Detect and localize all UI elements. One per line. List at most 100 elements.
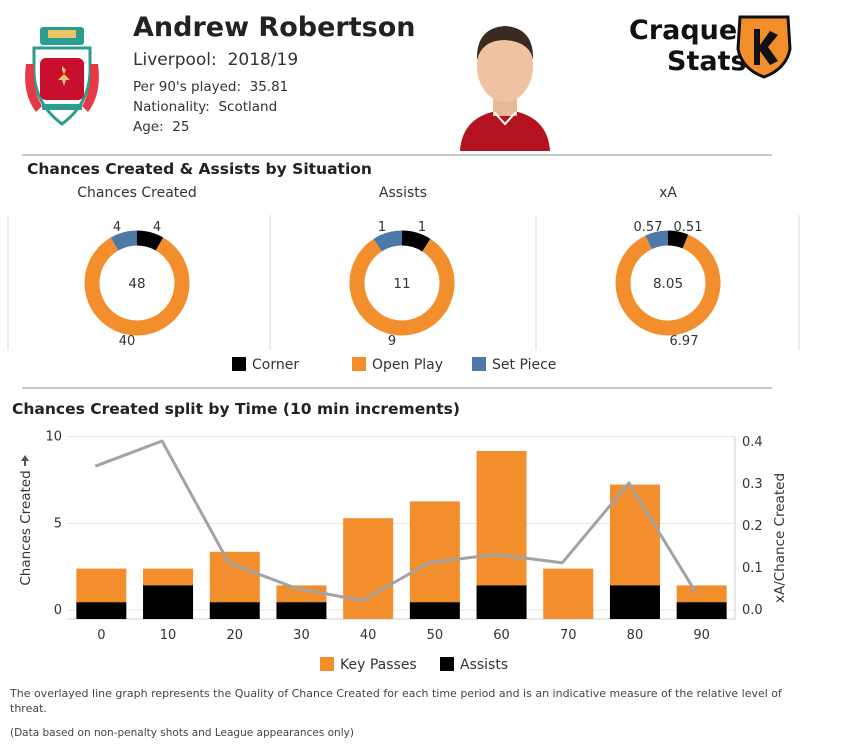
donut-title-assists: Assists <box>378 185 428 201</box>
per90-value: 35.81 <box>249 79 289 95</box>
player-photo <box>460 26 550 151</box>
y-tick-label: 10 <box>45 430 62 445</box>
divider-top <box>22 154 772 156</box>
bar-key-passes <box>209 551 260 603</box>
donut-total-label: 11 <box>393 276 410 292</box>
donut-label-open-play: 6.97 <box>670 334 699 349</box>
footnote-explanation: The overlayed line graph represents the … <box>10 687 782 715</box>
y2-tick-label: 0.2 <box>742 519 763 534</box>
x-tick-label: 80 <box>627 628 644 643</box>
brand-shield-logo <box>736 15 792 79</box>
club-name: Liverpool: <box>133 50 217 70</box>
player-name: Andrew Robertson <box>133 12 416 43</box>
bar-assists <box>276 602 327 619</box>
club-crest-logo <box>25 27 99 126</box>
donut-label-corner: 1 <box>418 220 426 235</box>
age-label: Age: <box>133 119 164 135</box>
donut-label-corner: 4 <box>153 220 161 235</box>
bar-assists <box>76 602 127 619</box>
legend-set-piece: Set Piece <box>472 357 556 373</box>
y-tick-label: 0 <box>54 603 62 618</box>
donut-total-label: 48 <box>128 276 145 292</box>
bar-assists <box>209 602 260 619</box>
bar-assists <box>609 585 660 619</box>
donut-slice-corner <box>136 230 164 251</box>
age-line: Age: 25 <box>133 119 189 135</box>
y2-tick-label: 0.1 <box>742 561 763 576</box>
legend-label-key-passes: Key Passes <box>340 657 417 673</box>
donut-slice-set-piece <box>645 230 669 250</box>
y2-axis-title: xA/Chance Created <box>772 473 788 603</box>
y-tick-label: 5 <box>54 516 62 531</box>
legend-label-set-piece: Set Piece <box>492 357 557 373</box>
bar-assists <box>409 602 460 619</box>
season-value: 2018/19 <box>227 50 299 70</box>
per90-label: Per 90's played: <box>133 79 242 95</box>
x-tick-label: 50 <box>427 628 444 643</box>
footnote-data-source: (Data based on non-penalty shots and Lea… <box>10 727 354 739</box>
legend-open-play: Open Play <box>352 357 443 373</box>
x-tick-label: 90 <box>693 628 710 643</box>
club-season-line: Liverpool: 2018/19 <box>133 50 298 70</box>
donut-slice-corner <box>667 230 689 249</box>
brand-name-line1: Craque <box>629 15 738 46</box>
bar-assists <box>476 585 527 619</box>
bar-assists <box>676 602 727 619</box>
legend-label-corner: Corner <box>252 357 300 373</box>
nationality-line: Nationality: Scotland <box>133 99 277 115</box>
legend-swatch-key-passes <box>320 657 334 671</box>
x-tick-label: 20 <box>226 628 243 643</box>
donut-label-open-play: 9 <box>388 334 396 349</box>
donut-label-open-play: 40 <box>119 334 136 349</box>
donut-title-xa: xA <box>659 185 677 201</box>
bar-key-passes <box>343 518 394 619</box>
bar-key-passes <box>609 484 660 586</box>
donut-label-set-piece: 0.57 <box>634 220 663 235</box>
y2-tick-label: 0.3 <box>742 477 763 492</box>
x-tick-label: 70 <box>560 628 577 643</box>
legend-swatch-corner <box>232 357 246 371</box>
x-tick-label: 10 <box>160 628 177 643</box>
donut-slice-open-play <box>84 237 190 336</box>
per90-line: Per 90's played: 35.81 <box>133 79 288 95</box>
donut-label-corner: 0.51 <box>674 220 703 235</box>
legend-swatch-open-play <box>352 357 366 371</box>
donut-slice-open-play <box>349 238 455 336</box>
legend-assists: Assists <box>440 657 508 673</box>
bar-key-passes <box>543 568 594 619</box>
y2-tick-label: 0.0 <box>742 603 763 618</box>
bar-key-passes <box>676 585 727 603</box>
donut-slice-open-play <box>615 234 721 336</box>
age-value: 25 <box>172 119 190 135</box>
legend-label-assists: Assists <box>460 657 509 673</box>
legend-corner: Corner <box>232 357 299 373</box>
bar-key-passes <box>409 501 460 603</box>
nationality-label: Nationality: <box>133 99 210 115</box>
time-split-chart: 0 5 10 0.0 0.1 0.2 0.3 0.4 Chances Created xA/Cha… <box>18 430 788 643</box>
donut-slice-set-piece <box>373 230 403 252</box>
bar-key-passes <box>143 568 194 586</box>
legend-swatch-assists <box>440 657 454 671</box>
brand-name-line2: Stats <box>667 46 747 77</box>
donut-title-chances: Chances Created <box>77 185 197 201</box>
bar-key-passes <box>76 568 127 603</box>
legend-label-open-play: Open Play <box>372 357 444 373</box>
donut-label-set-piece: 4 <box>113 220 121 235</box>
x-tick-label: 0 <box>97 628 105 643</box>
y2-tick-label: 0.4 <box>742 435 763 450</box>
section-title-time: Chances Created split by Time (10 min in… <box>12 400 460 418</box>
nationality-value: Scotland <box>218 99 278 115</box>
pin-icon[interactable] <box>21 455 29 466</box>
bar-key-passes <box>276 585 327 603</box>
bar-key-passes <box>476 451 527 586</box>
x-tick-label: 40 <box>360 628 377 643</box>
donut-slice-corner <box>401 230 431 252</box>
x-tick-label: 30 <box>293 628 310 643</box>
section-title-situation: Chances Created & Assists by Situation <box>27 160 372 178</box>
x-tick-label: 60 <box>493 628 510 643</box>
y-axis-title: Chances Created <box>18 470 34 585</box>
legend-key-passes: Key Passes <box>320 657 417 673</box>
xa-per-chance-line <box>94 439 697 603</box>
donut-slice-set-piece <box>110 230 138 251</box>
